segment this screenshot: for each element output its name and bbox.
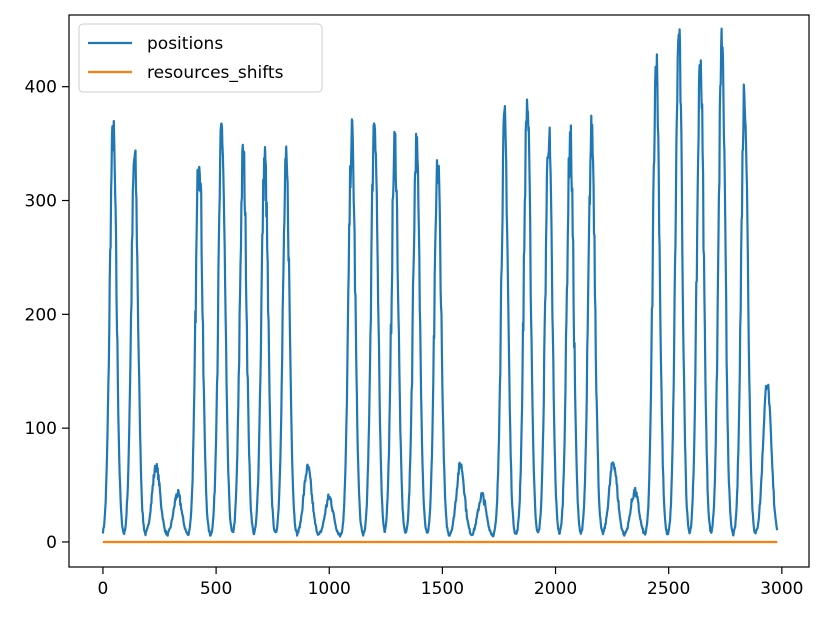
series-layer <box>101 27 779 544</box>
x-tick-label: 2500 <box>647 579 690 599</box>
x-tick-label: 1500 <box>421 579 464 599</box>
axes-frame <box>68 14 810 568</box>
y-tick-label: 400 <box>25 78 57 98</box>
x-tick-label: 1000 <box>308 579 351 599</box>
x-tick-label: 2000 <box>534 579 577 599</box>
series-line-positions <box>101 27 779 538</box>
y-tick-label: 0 <box>46 533 57 553</box>
tick-layer: 0 500 1000 1500 2000 2500 3000 0 100 200 300 400 <box>25 78 804 599</box>
y-tick-label: 200 <box>25 305 57 325</box>
legend: positions resources_shifts <box>78 23 323 93</box>
legend-label-positions: positions <box>147 34 223 54</box>
y-tick-label: 300 <box>25 192 57 212</box>
y-tick-label: 100 <box>25 419 57 439</box>
x-tick-label: 3000 <box>760 579 803 599</box>
legend-label-resources-shifts: resources_shifts <box>147 63 284 83</box>
x-tick-label: 500 <box>200 579 232 599</box>
legend-box <box>78 23 323 93</box>
x-tick-label: 0 <box>98 579 109 599</box>
